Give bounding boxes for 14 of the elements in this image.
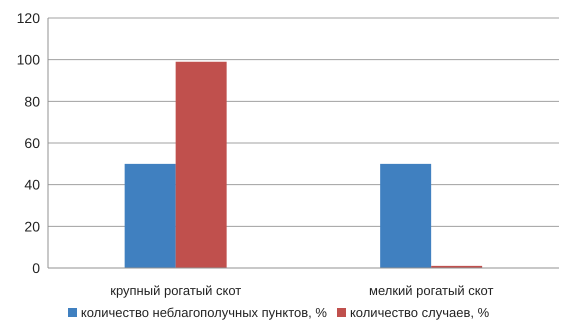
y-tick-label: 0 — [32, 260, 40, 276]
legend-label: количество случаев, % — [350, 305, 490, 320]
y-tick-label: 120 — [16, 10, 40, 26]
x-tick-label: мелкий рогатый скот — [369, 283, 494, 298]
bar — [176, 62, 227, 268]
legend-label: количество неблагополучных пунктов, % — [80, 305, 327, 320]
y-tick-label: 100 — [16, 52, 40, 68]
y-tick-label: 80 — [24, 93, 40, 110]
x-tick-label: крупный рогатый скот — [110, 283, 242, 298]
y-tick-label: 20 — [24, 218, 40, 234]
y-tick-label: 60 — [24, 134, 40, 151]
y-tick-label: 40 — [24, 176, 40, 193]
bar — [380, 164, 432, 268]
bar — [124, 164, 176, 268]
